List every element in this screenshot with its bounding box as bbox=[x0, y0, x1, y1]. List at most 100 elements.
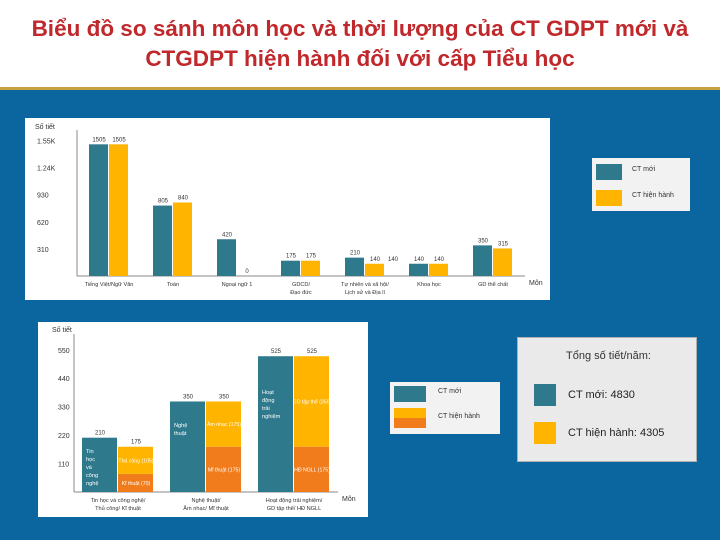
chart2-data-label: 525 bbox=[271, 349, 282, 355]
chart2-ytick: 440 bbox=[58, 376, 70, 383]
chart1-category-label: GD thể chất bbox=[478, 281, 508, 288]
chart1-bar-new bbox=[345, 257, 364, 276]
chart1-data-label: 420 bbox=[222, 232, 233, 238]
chart2-segment-label: Hoạt bbox=[262, 390, 274, 396]
chart1-data-label: 1505 bbox=[112, 137, 126, 143]
legend2-current-label: CT hiện hành bbox=[438, 413, 480, 420]
chart2-stack-label: GD tập thể (350) bbox=[293, 398, 332, 405]
chart1-data-label: 140 bbox=[370, 257, 381, 263]
chart2-segment-label: học bbox=[86, 457, 95, 463]
chart1-bar-new bbox=[281, 260, 300, 276]
chart2-category-label: GD tập thể/ HĐ NGLL bbox=[267, 505, 321, 512]
chart2-bar-current-bottom bbox=[118, 473, 153, 492]
slide-title: Biểu đồ so sánh môn học và thời lượng củ… bbox=[31, 16, 689, 71]
title-bar: Biểu đồ so sánh môn học và thời lượng củ… bbox=[0, 0, 720, 90]
chart2-bar-current-bottom bbox=[294, 446, 329, 492]
chart2-bar-current-top bbox=[294, 356, 329, 447]
chart1-bar-new bbox=[217, 239, 236, 276]
chart1-data-label: 0 bbox=[245, 269, 249, 275]
totals-new-swatch bbox=[534, 384, 556, 406]
chart2-category-label: Hoạt động trải nghiệm/ bbox=[266, 498, 323, 504]
chart1-data-label: 840 bbox=[178, 196, 189, 202]
chart1-data-label: 175 bbox=[286, 254, 297, 260]
chart2-segment-label: Nghệ bbox=[174, 423, 187, 429]
chart1-data-label-extra: 140 bbox=[388, 257, 399, 263]
chart2-data-label: 350 bbox=[183, 394, 194, 400]
chart1-data-label: 140 bbox=[414, 257, 425, 263]
chart2-category-label: Âm nhạc/ Mĩ thuật bbox=[183, 505, 229, 512]
chart1-category-label: Tự nhiên và xã hội/ bbox=[341, 282, 389, 288]
chart1-category-label: Ngoại ngữ 1 bbox=[222, 282, 253, 288]
chart2-stack-label: HĐ NGLL (175) bbox=[294, 467, 330, 473]
chart2-bar-new bbox=[258, 356, 293, 492]
chart1-bar-current bbox=[493, 248, 512, 276]
chart2-segment-label: và bbox=[86, 465, 93, 471]
chart1-bar-current bbox=[109, 144, 128, 276]
chart2-data-label: 525 bbox=[307, 349, 318, 355]
chart2-segment-label: trải bbox=[262, 406, 270, 412]
chart1-ytick: 1.55K bbox=[37, 138, 56, 145]
legend-current-label: CT hiện hành bbox=[632, 192, 674, 199]
chart1-ytick: 620 bbox=[37, 220, 49, 227]
legend-chart1: CT mới CT hiện hành bbox=[592, 158, 690, 211]
chart2-stack-label: Kĩ thuật (70) bbox=[122, 481, 151, 487]
chart2-bar-current-bottom bbox=[206, 446, 241, 492]
chart1-data-label: 1505 bbox=[92, 137, 106, 143]
legend2-new-swatch bbox=[394, 386, 426, 402]
chart2-segment-label: công bbox=[86, 473, 98, 479]
chart-core-subjects: Số tiết 1.55K 1.24K 930 620 310 Môn 1505 1505 Tiế… bbox=[25, 118, 550, 300]
chart1-bar-current bbox=[429, 263, 448, 276]
chart1-category-label: Toán bbox=[167, 282, 179, 288]
totals-current-swatch bbox=[534, 422, 556, 444]
totals-title: Tổng số tiết/năm: bbox=[566, 350, 651, 362]
totals-current-label: CT hiện hành: 4305 bbox=[568, 427, 665, 439]
legend-chart2: CT mới CT hiện hành bbox=[390, 382, 500, 434]
chart1-ylabel: Số tiết bbox=[35, 122, 55, 131]
chart2-data-label: 350 bbox=[219, 394, 230, 400]
chart1-category-label: Tiếng Việt/Ngữ Văn bbox=[85, 282, 134, 288]
chart2-ytick: 220 bbox=[58, 433, 70, 440]
chart1-category-label: Lịch sử và Địa lí bbox=[345, 289, 386, 296]
chart2-segment-label: nghiệm bbox=[262, 414, 281, 420]
totals-new-label: CT mới: 4830 bbox=[568, 389, 635, 401]
chart-other-subjects-svg: Số tiết 550 440 330 220 110 Môn 210 Tin học và công… bbox=[52, 325, 356, 512]
chart1-data-label: 175 bbox=[306, 254, 317, 260]
chart2-segment-label: thuật bbox=[174, 431, 187, 437]
legend-new-label: CT mới bbox=[632, 166, 656, 173]
chart1-category-label: GDCD/ bbox=[292, 282, 310, 288]
legend-current-swatch bbox=[596, 190, 622, 206]
chart1-xlabel: Môn bbox=[529, 280, 543, 287]
chart1-ytick: 1.24K bbox=[37, 166, 56, 173]
chart1-bar-new bbox=[89, 144, 108, 276]
chart2-ylabel: Số tiết bbox=[52, 325, 72, 334]
chart2-data-label: 175 bbox=[131, 440, 142, 446]
chart1-data-label: 315 bbox=[498, 241, 509, 247]
chart1-bar-new bbox=[153, 205, 172, 276]
chart1-bar-current bbox=[301, 260, 320, 276]
chart2-category-label: Nghệ thuật/ bbox=[192, 498, 221, 504]
chart2-segment-label: động bbox=[262, 398, 274, 404]
chart2-stack-label: Âm nhạc (175) bbox=[207, 421, 241, 428]
chart2-bar-current-top bbox=[118, 446, 153, 474]
chart1-category-label: Khoa học bbox=[417, 282, 441, 288]
chart1-bar-new bbox=[409, 263, 428, 276]
chart2-data-label: 210 bbox=[95, 431, 106, 437]
chart2-ytick: 330 bbox=[58, 405, 70, 412]
chart2-bar-current-top bbox=[206, 401, 241, 447]
chart2-segment-label: nghệ bbox=[86, 481, 98, 487]
chart2-ytick: 550 bbox=[58, 348, 70, 355]
chart2-category-label: Tin học và công nghệ/ bbox=[91, 498, 146, 504]
chart2-ytick: 110 bbox=[58, 462, 69, 469]
legend2-new-label: CT mới bbox=[438, 388, 462, 395]
legend2-current-swatch-bottom bbox=[394, 418, 426, 428]
chart1-data-label: 210 bbox=[350, 251, 361, 257]
chart1-data-label: 350 bbox=[478, 238, 489, 244]
chart1-bar-current bbox=[173, 202, 192, 276]
legend-new-swatch bbox=[596, 164, 622, 180]
chart2-xlabel: Môn bbox=[342, 496, 356, 503]
chart-other-subjects: Số tiết 550 440 330 220 110 Môn 210 Tin học và công… bbox=[38, 322, 368, 517]
chart2-category-label: Thủ công/ Kĩ thuật bbox=[95, 505, 141, 512]
chart1-data-label: 140 bbox=[434, 257, 445, 263]
chart2-stack-label: Mĩ thuật (175) bbox=[208, 467, 241, 473]
chart1-bar-new bbox=[473, 245, 492, 276]
